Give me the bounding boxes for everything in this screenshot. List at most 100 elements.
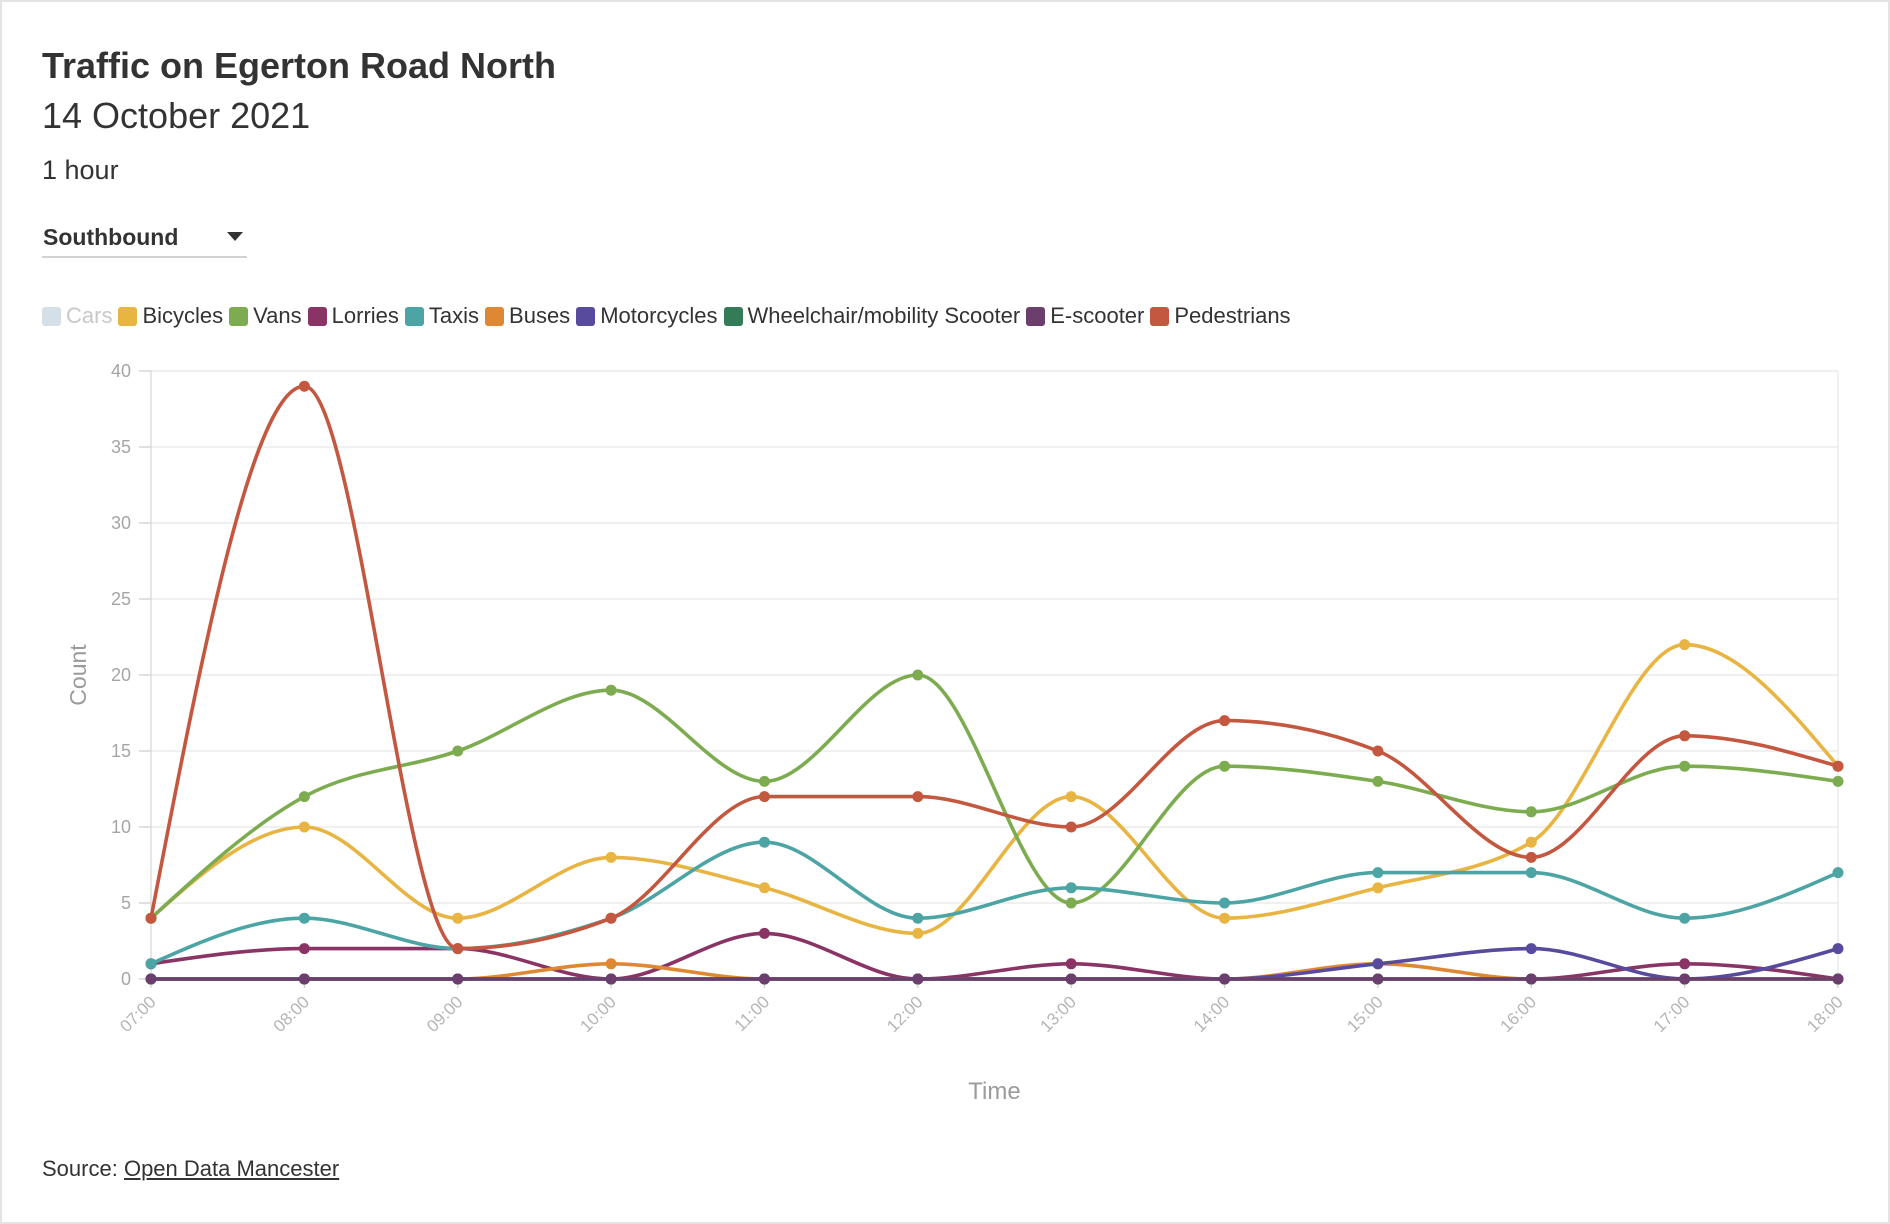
data-point-pedestrians[interactable] (145, 912, 157, 924)
data-point-bicycles[interactable] (298, 821, 310, 833)
data-point-taxis[interactable] (758, 836, 770, 848)
legend-swatch (404, 306, 424, 326)
legend-swatch (1026, 306, 1046, 326)
data-point-e-scooter[interactable] (1065, 973, 1077, 985)
source-line: Source: Open Data Mancester (42, 1158, 339, 1180)
data-point-vans[interactable] (605, 684, 617, 696)
data-point-pedestrians[interactable] (912, 791, 924, 803)
data-point-buses[interactable] (605, 958, 617, 970)
data-point-vans[interactable] (1525, 806, 1537, 818)
data-point-vans[interactable] (452, 745, 464, 757)
legend-item-vans[interactable]: Vans (229, 304, 302, 328)
data-point-e-scooter[interactable] (912, 973, 924, 985)
data-point-lorries[interactable] (298, 943, 310, 955)
data-point-motorcycles[interactable] (1372, 958, 1384, 970)
data-point-vans[interactable] (758, 775, 770, 787)
data-point-bicycles[interactable] (605, 851, 617, 863)
data-point-bicycles[interactable] (1372, 882, 1384, 894)
data-point-taxis[interactable] (1372, 867, 1384, 879)
legend-item-wheelchair-mobility-scooter[interactable]: Wheelchair/mobility Scooter (723, 303, 1021, 328)
chevron-down-icon (227, 232, 243, 241)
data-point-vans[interactable] (1065, 897, 1077, 909)
data-point-pedestrians[interactable] (758, 791, 770, 803)
legend-item-cars[interactable]: Cars (42, 304, 112, 328)
legend-item-e-scooter[interactable]: E-scooter (1026, 304, 1144, 328)
x-tick-label: 08:00 (270, 992, 314, 1036)
data-point-bicycles[interactable] (452, 912, 464, 924)
x-tick-label: 14:00 (1190, 992, 1234, 1036)
data-point-vans[interactable] (298, 791, 310, 803)
data-point-pedestrians[interactable] (605, 912, 617, 924)
data-point-bicycles[interactable] (758, 882, 770, 894)
legend-item-taxis[interactable]: Taxis (404, 304, 479, 328)
legend-item-motorcycles[interactable]: Motorcycles (576, 304, 718, 328)
data-point-vans[interactable] (912, 669, 924, 681)
data-point-taxis[interactable] (1065, 882, 1077, 894)
legend-item-lorries[interactable]: Lorries (307, 304, 399, 328)
y-tick-label: 40 (111, 361, 131, 381)
data-point-bicycles[interactable] (1679, 639, 1691, 651)
source-link[interactable]: Open Data Mancester (123, 1156, 340, 1181)
legend-swatch (118, 306, 138, 326)
data-point-e-scooter[interactable] (1525, 973, 1537, 985)
legend-swatch (576, 306, 596, 326)
data-point-bicycles[interactable] (1525, 836, 1537, 848)
data-point-taxis[interactable] (1525, 867, 1537, 879)
data-point-pedestrians[interactable] (1525, 851, 1537, 863)
data-point-pedestrians[interactable] (452, 943, 464, 955)
data-point-e-scooter[interactable] (298, 973, 310, 985)
x-tick-label: 09:00 (423, 992, 467, 1036)
data-point-taxis[interactable] (1219, 897, 1231, 909)
legend-swatch (229, 306, 249, 326)
legend-swatch (42, 306, 61, 326)
data-point-pedestrians[interactable] (1372, 745, 1384, 757)
data-point-pedestrians[interactable] (1832, 760, 1844, 772)
data-point-vans[interactable] (1832, 775, 1844, 787)
data-point-taxis[interactable] (1832, 867, 1844, 879)
legend-label: Cars (66, 303, 113, 328)
data-point-pedestrians[interactable] (1219, 715, 1231, 727)
data-point-pedestrians[interactable] (1679, 730, 1691, 742)
legend-label: Wheelchair/mobility Scooter (747, 303, 1021, 328)
data-point-bicycles[interactable] (1219, 912, 1231, 924)
legend-label: Bicycles (142, 303, 224, 328)
data-point-taxis[interactable] (145, 958, 157, 970)
data-point-motorcycles[interactable] (1525, 943, 1537, 955)
data-point-e-scooter[interactable] (1372, 973, 1384, 985)
data-point-pedestrians[interactable] (1065, 821, 1077, 833)
series-line-bicycles (149, 642, 1840, 936)
legend-item-pedestrians[interactable]: Pedestrians (1150, 304, 1291, 328)
series-line-taxis (149, 840, 1840, 966)
data-point-lorries[interactable] (758, 927, 770, 939)
data-point-motorcycles[interactable] (1832, 943, 1844, 955)
x-tick-label: 13:00 (1036, 992, 1080, 1036)
data-point-e-scooter[interactable] (1219, 973, 1231, 985)
data-point-taxis[interactable] (298, 912, 310, 924)
y-tick-label: 25 (111, 589, 131, 609)
legend-item-bicycles[interactable]: Bicycles (118, 304, 223, 328)
data-point-e-scooter[interactable] (145, 973, 157, 985)
series-layer (145, 380, 1844, 985)
legend-item-buses[interactable]: Buses (485, 304, 570, 328)
data-point-vans[interactable] (1679, 760, 1691, 772)
data-point-bicycles[interactable] (1065, 791, 1077, 803)
y-tick-label: 35 (111, 437, 131, 457)
data-point-e-scooter[interactable] (452, 973, 464, 985)
data-point-lorries[interactable] (1679, 958, 1691, 970)
axis-layer: 0 5 10 15 20 25 30 35 40 07:00 08:00 09:00 10:00 11:0… (111, 361, 1847, 1036)
data-point-lorries[interactable] (1065, 958, 1077, 970)
y-tick-label: 0 (121, 969, 131, 989)
y-tick-label: 30 (111, 513, 131, 533)
data-point-e-scooter[interactable] (1679, 973, 1691, 985)
data-point-e-scooter[interactable] (605, 973, 617, 985)
data-point-taxis[interactable] (912, 912, 924, 924)
data-point-pedestrians[interactable] (298, 380, 310, 392)
data-point-e-scooter[interactable] (1832, 973, 1844, 985)
data-point-vans[interactable] (1219, 760, 1231, 772)
data-point-e-scooter[interactable] (758, 973, 770, 985)
data-point-taxis[interactable] (1679, 912, 1691, 924)
legend: Cars Bicycles Vans Lorries Taxis Buses Motorcy… (42, 304, 1297, 328)
data-point-bicycles[interactable] (912, 927, 924, 939)
data-point-vans[interactable] (1372, 775, 1384, 787)
direction-select[interactable]: Southbound (42, 222, 247, 258)
